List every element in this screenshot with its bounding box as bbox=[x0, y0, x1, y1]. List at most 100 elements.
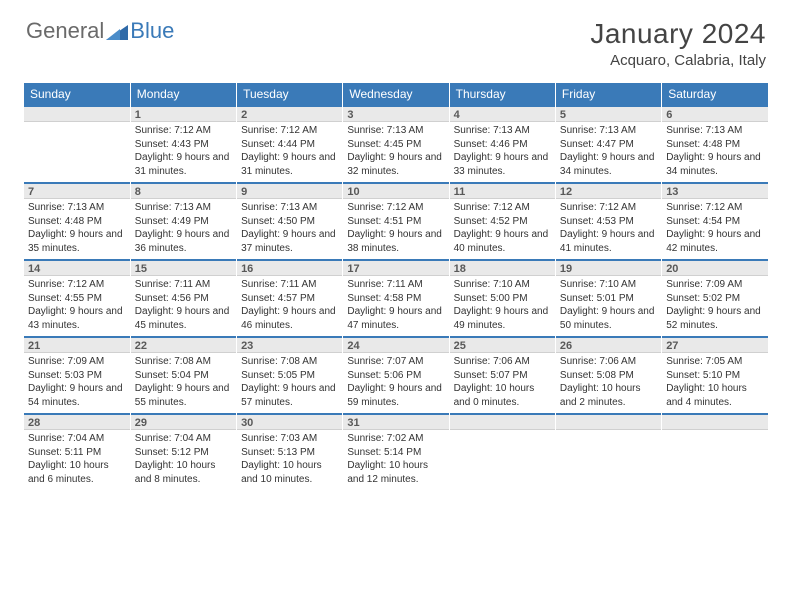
sunrise-text: Sunrise: 7:02 AM bbox=[347, 432, 444, 446]
daylight-text: Daylight: 9 hours and 35 minutes. bbox=[28, 228, 126, 255]
calendar-day-cell: 13Sunrise: 7:12 AMSunset: 4:54 PMDayligh… bbox=[662, 182, 768, 259]
day-number: 26 bbox=[556, 336, 661, 353]
daylight-text: Daylight: 9 hours and 43 minutes. bbox=[28, 305, 126, 332]
day-header: Wednesday bbox=[343, 83, 449, 105]
day-info: Sunrise: 7:04 AMSunset: 5:11 PMDaylight:… bbox=[24, 430, 130, 490]
day-info: Sunrise: 7:06 AMSunset: 5:07 PMDaylight:… bbox=[450, 353, 555, 413]
day-number: 21 bbox=[24, 336, 130, 353]
sunrise-text: Sunrise: 7:13 AM bbox=[241, 201, 338, 215]
sunrise-text: Sunrise: 7:08 AM bbox=[241, 355, 338, 369]
daylight-text: Daylight: 9 hours and 52 minutes. bbox=[666, 305, 764, 332]
daylight-text: Daylight: 9 hours and 37 minutes. bbox=[241, 228, 338, 255]
daylight-text: Daylight: 10 hours and 10 minutes. bbox=[241, 459, 338, 486]
day-header: Monday bbox=[130, 83, 236, 105]
day-info bbox=[556, 430, 661, 490]
day-info: Sunrise: 7:07 AMSunset: 5:06 PMDaylight:… bbox=[343, 353, 448, 413]
day-info: Sunrise: 7:13 AMSunset: 4:47 PMDaylight:… bbox=[556, 122, 661, 182]
calendar-day-cell: 5Sunrise: 7:13 AMSunset: 4:47 PMDaylight… bbox=[555, 105, 661, 182]
title-block: January 2024 Acquaro, Calabria, Italy bbox=[590, 18, 766, 69]
sunrise-text: Sunrise: 7:04 AM bbox=[28, 432, 126, 446]
title-month: January 2024 bbox=[590, 18, 766, 50]
sunrise-text: Sunrise: 7:10 AM bbox=[454, 278, 551, 292]
daylight-text: Daylight: 10 hours and 2 minutes. bbox=[560, 382, 657, 409]
day-number: 23 bbox=[237, 336, 342, 353]
calendar-week-row: 1Sunrise: 7:12 AMSunset: 4:43 PMDaylight… bbox=[24, 105, 768, 182]
sunset-text: Sunset: 4:52 PM bbox=[454, 215, 551, 229]
day-number: 11 bbox=[450, 182, 555, 199]
day-number: 4 bbox=[450, 105, 555, 122]
sunrise-text: Sunrise: 7:09 AM bbox=[666, 278, 764, 292]
day-info: Sunrise: 7:12 AMSunset: 4:43 PMDaylight:… bbox=[131, 122, 236, 182]
day-info: Sunrise: 7:13 AMSunset: 4:45 PMDaylight:… bbox=[343, 122, 448, 182]
sunset-text: Sunset: 5:00 PM bbox=[454, 292, 551, 306]
daylight-text: Daylight: 9 hours and 54 minutes. bbox=[28, 382, 126, 409]
daylight-text: Daylight: 9 hours and 36 minutes. bbox=[135, 228, 232, 255]
logo-text-blue: Blue bbox=[130, 18, 174, 44]
day-info: Sunrise: 7:10 AMSunset: 5:00 PMDaylight:… bbox=[450, 276, 555, 336]
day-info: Sunrise: 7:11 AMSunset: 4:57 PMDaylight:… bbox=[237, 276, 342, 336]
calendar-day-cell: 10Sunrise: 7:12 AMSunset: 4:51 PMDayligh… bbox=[343, 182, 449, 259]
day-number: 2 bbox=[237, 105, 342, 122]
day-info: Sunrise: 7:13 AMSunset: 4:48 PMDaylight:… bbox=[662, 122, 768, 182]
daylight-text: Daylight: 9 hours and 55 minutes. bbox=[135, 382, 232, 409]
sunset-text: Sunset: 4:53 PM bbox=[560, 215, 657, 229]
calendar-day-cell: 12Sunrise: 7:12 AMSunset: 4:53 PMDayligh… bbox=[555, 182, 661, 259]
logo-triangle-icon bbox=[106, 22, 128, 40]
page-header: General Blue January 2024 Acquaro, Calab… bbox=[0, 0, 792, 77]
sunset-text: Sunset: 4:43 PM bbox=[135, 138, 232, 152]
day-number: 15 bbox=[131, 259, 236, 276]
sunrise-text: Sunrise: 7:12 AM bbox=[454, 201, 551, 215]
calendar-day-cell: 29Sunrise: 7:04 AMSunset: 5:12 PMDayligh… bbox=[130, 413, 236, 490]
calendar-day-cell: 22Sunrise: 7:08 AMSunset: 5:04 PMDayligh… bbox=[130, 336, 236, 413]
calendar-day-cell bbox=[662, 413, 768, 490]
calendar-day-cell: 21Sunrise: 7:09 AMSunset: 5:03 PMDayligh… bbox=[24, 336, 130, 413]
sunrise-text: Sunrise: 7:11 AM bbox=[135, 278, 232, 292]
calendar-day-cell bbox=[449, 413, 555, 490]
calendar-header-row: Sunday Monday Tuesday Wednesday Thursday… bbox=[24, 83, 768, 105]
calendar-day-cell: 4Sunrise: 7:13 AMSunset: 4:46 PMDaylight… bbox=[449, 105, 555, 182]
day-info: Sunrise: 7:05 AMSunset: 5:10 PMDaylight:… bbox=[662, 353, 768, 413]
daylight-text: Daylight: 9 hours and 41 minutes. bbox=[560, 228, 657, 255]
day-info bbox=[662, 430, 768, 490]
day-info: Sunrise: 7:12 AMSunset: 4:44 PMDaylight:… bbox=[237, 122, 342, 182]
sunrise-text: Sunrise: 7:13 AM bbox=[347, 124, 444, 138]
calendar-day-cell bbox=[24, 105, 130, 182]
day-header: Saturday bbox=[662, 83, 768, 105]
day-info: Sunrise: 7:12 AMSunset: 4:55 PMDaylight:… bbox=[24, 276, 130, 336]
day-number: 30 bbox=[237, 413, 342, 430]
sunrise-text: Sunrise: 7:06 AM bbox=[454, 355, 551, 369]
calendar-day-cell: 31Sunrise: 7:02 AMSunset: 5:14 PMDayligh… bbox=[343, 413, 449, 490]
daylight-text: Daylight: 9 hours and 34 minutes. bbox=[666, 151, 764, 178]
calendar-day-cell: 30Sunrise: 7:03 AMSunset: 5:13 PMDayligh… bbox=[237, 413, 343, 490]
logo-text-general: General bbox=[26, 18, 104, 44]
daylight-text: Daylight: 9 hours and 31 minutes. bbox=[241, 151, 338, 178]
sunset-text: Sunset: 5:13 PM bbox=[241, 446, 338, 460]
sunset-text: Sunset: 5:11 PM bbox=[28, 446, 126, 460]
sunset-text: Sunset: 5:03 PM bbox=[28, 369, 126, 383]
day-info: Sunrise: 7:13 AMSunset: 4:50 PMDaylight:… bbox=[237, 199, 342, 259]
sunset-text: Sunset: 5:02 PM bbox=[666, 292, 764, 306]
day-number: 8 bbox=[131, 182, 236, 199]
daylight-text: Daylight: 9 hours and 31 minutes. bbox=[135, 151, 232, 178]
day-number: 12 bbox=[556, 182, 661, 199]
day-number: 17 bbox=[343, 259, 448, 276]
day-info: Sunrise: 7:04 AMSunset: 5:12 PMDaylight:… bbox=[131, 430, 236, 490]
calendar-day-cell: 14Sunrise: 7:12 AMSunset: 4:55 PMDayligh… bbox=[24, 259, 130, 336]
calendar-day-cell: 25Sunrise: 7:06 AMSunset: 5:07 PMDayligh… bbox=[449, 336, 555, 413]
sunset-text: Sunset: 4:51 PM bbox=[347, 215, 444, 229]
sunrise-text: Sunrise: 7:13 AM bbox=[28, 201, 126, 215]
daylight-text: Daylight: 9 hours and 38 minutes. bbox=[347, 228, 444, 255]
day-number: 14 bbox=[24, 259, 130, 276]
sunrise-text: Sunrise: 7:12 AM bbox=[241, 124, 338, 138]
sunset-text: Sunset: 4:58 PM bbox=[347, 292, 444, 306]
sunset-text: Sunset: 4:50 PM bbox=[241, 215, 338, 229]
calendar-day-cell: 2Sunrise: 7:12 AMSunset: 4:44 PMDaylight… bbox=[237, 105, 343, 182]
sunset-text: Sunset: 4:49 PM bbox=[135, 215, 232, 229]
day-number: 16 bbox=[237, 259, 342, 276]
sunset-text: Sunset: 5:10 PM bbox=[666, 369, 764, 383]
daylight-text: Daylight: 10 hours and 0 minutes. bbox=[454, 382, 551, 409]
calendar-day-cell: 20Sunrise: 7:09 AMSunset: 5:02 PMDayligh… bbox=[662, 259, 768, 336]
daylight-text: Daylight: 9 hours and 50 minutes. bbox=[560, 305, 657, 332]
day-info: Sunrise: 7:09 AMSunset: 5:03 PMDaylight:… bbox=[24, 353, 130, 413]
daylight-text: Daylight: 9 hours and 40 minutes. bbox=[454, 228, 551, 255]
